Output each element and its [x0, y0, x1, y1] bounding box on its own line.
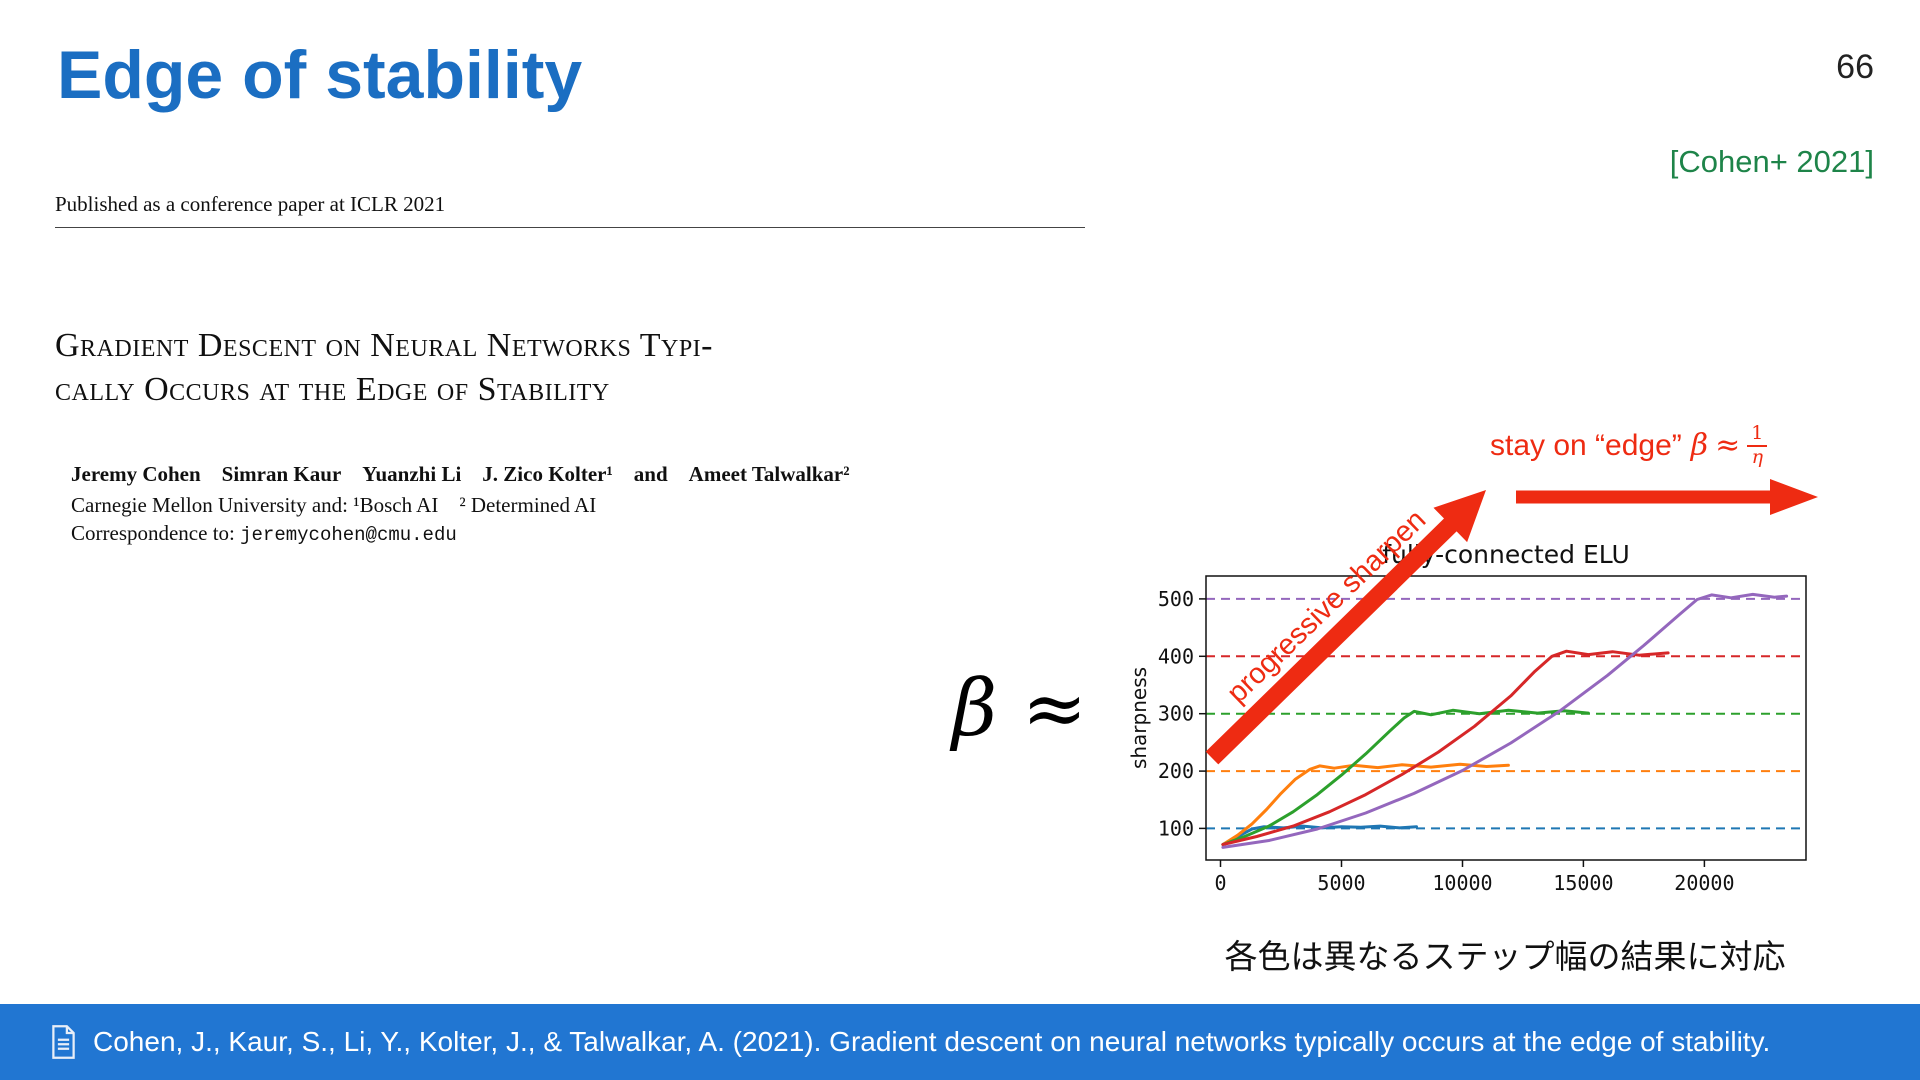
svg-text:5000: 5000 [1317, 871, 1365, 895]
one-over-eta-fraction: 1 η [1747, 423, 1768, 468]
fraction-denominator: η [1751, 445, 1763, 468]
svg-text:fully-connected ELU: fully-connected ELU [1382, 542, 1630, 569]
paper-correspondence: Correspondence to: jeremycohen@cmu.edu [71, 521, 1085, 546]
paper-affiliation: Carnegie Mellon University and: ¹Bosch A… [71, 493, 597, 518]
correspondence-label: Correspondence to: [71, 521, 235, 546]
correspondence-email: jeremycohen@cmu.edu [240, 524, 457, 547]
beta-symbol: β [1690, 428, 1709, 464]
svg-text:100: 100 [1158, 816, 1194, 840]
stay-on-edge-formula: β ≈ 1 η [1690, 423, 1768, 468]
svg-text:20000: 20000 [1674, 871, 1734, 895]
svg-text:500: 500 [1158, 587, 1194, 611]
beta-approx-formula: β ≈ [952, 664, 1088, 754]
slide-title: Edge of stability [57, 37, 583, 113]
footer-reference-bar: Cohen, J., Kaur, S., Li, Y., Kolter, J.,… [0, 1004, 1920, 1080]
stay-on-edge-text: stay on “edge” [1490, 428, 1682, 462]
svg-text:10000: 10000 [1432, 871, 1492, 895]
stay-on-edge-label: stay on “edge” β ≈ 1 η [1490, 423, 1768, 468]
paper-author-block: Jeremy Cohen Simran Kaur Yuanzhi Li J. Z… [55, 462, 1085, 546]
svg-text:sharpness: sharpness [1127, 667, 1151, 769]
paper-title-line1: Gradient Descent on Neural Networks Typi… [55, 327, 713, 364]
paper-title: Gradient Descent on Neural Networks Typi… [55, 324, 1085, 412]
svg-text:400: 400 [1158, 644, 1194, 668]
caption-japanese: 各色は異なるステップ幅の結果に対応 [1224, 937, 1786, 976]
citation-tag: [Cohen+ 2021] [1669, 144, 1874, 179]
stay-on-edge-arrow [1516, 479, 1818, 515]
paper-title-line2: cally Occurs at the Edge of Stability [55, 371, 610, 409]
fraction-numerator: 1 [1747, 423, 1768, 447]
page-number: 66 [1836, 48, 1874, 86]
approx-symbol: ≈ [1715, 428, 1741, 464]
paper-excerpt: Published as a conference paper at ICLR … [55, 192, 1085, 546]
footer-reference-text: Cohen, J., Kaur, S., Li, Y., Kolter, J.,… [93, 1026, 1771, 1057]
paper-published-line: Published as a conference paper at ICLR … [55, 192, 446, 216]
svg-text:200: 200 [1158, 759, 1194, 783]
svg-text:0: 0 [1214, 871, 1226, 895]
svg-text:15000: 15000 [1553, 871, 1613, 895]
svg-text:300: 300 [1158, 702, 1194, 726]
paper-divider [55, 227, 1085, 228]
document-icon [52, 1025, 75, 1059]
paper-authors: Jeremy Cohen Simran Kaur Yuanzhi Li J. Z… [71, 462, 850, 487]
